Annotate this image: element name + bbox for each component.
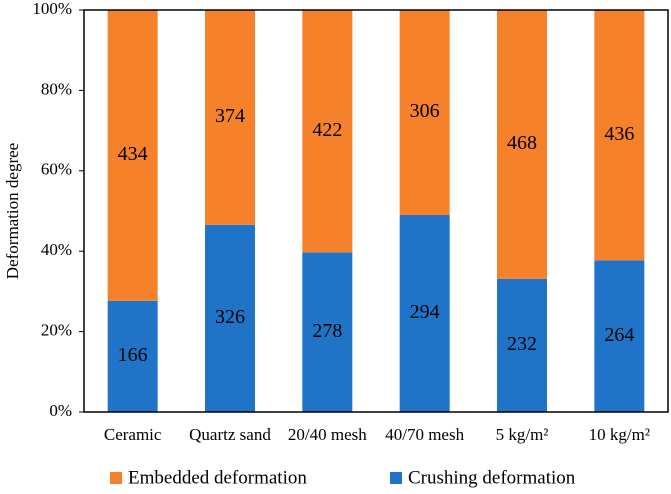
legend-swatch <box>390 472 402 484</box>
legend-swatch <box>110 472 122 484</box>
data-label: 306 <box>410 100 440 122</box>
y-tick-label: 20% <box>41 321 72 340</box>
y-tick-label: 40% <box>41 240 72 259</box>
data-label: 278 <box>312 320 342 342</box>
data-label: 264 <box>604 324 634 346</box>
y-tick-label: 80% <box>41 79 72 98</box>
data-label: 434 <box>118 143 148 165</box>
bar-segment <box>497 278 547 412</box>
y-tick-label: 100% <box>32 0 72 18</box>
data-label: 436 <box>604 123 634 145</box>
data-label: 468 <box>507 132 537 154</box>
bar-segment <box>205 10 255 225</box>
bar-segment <box>107 300 158 412</box>
data-label: 294 <box>410 301 440 323</box>
legend-label: Crushing deformation <box>408 467 576 488</box>
y-tick-label: 0% <box>49 401 72 420</box>
x-tick-label: 40/70 mesh <box>385 425 464 444</box>
data-label: 374 <box>215 105 245 127</box>
bar-segment <box>107 10 158 301</box>
y-tick-label: 60% <box>41 160 72 179</box>
data-label: 422 <box>312 119 342 141</box>
x-tick-label: Quartz sand <box>189 425 271 444</box>
plot-frame <box>83 9 669 413</box>
x-tick-label: Ceramic <box>104 425 162 444</box>
data-label: 326 <box>215 306 245 328</box>
bar-segment <box>497 10 547 279</box>
y-axis-label: Deformation degree <box>3 143 22 279</box>
bar-segment <box>399 10 450 216</box>
bar-segment <box>594 10 645 261</box>
data-label: 232 <box>507 333 537 355</box>
bar-segment <box>205 224 255 412</box>
x-tick-label: 10 kg/m² <box>589 425 650 444</box>
bar-segment <box>594 260 645 412</box>
bar-segment <box>302 10 353 253</box>
bar-segment <box>302 252 353 412</box>
x-tick-label: 20/40 mesh <box>288 425 367 444</box>
bar-segment <box>399 215 450 412</box>
x-tick-label: 5 kg/m² <box>496 425 549 444</box>
data-label: 166 <box>118 344 148 366</box>
legend-label: Embedded deformation <box>128 467 307 488</box>
